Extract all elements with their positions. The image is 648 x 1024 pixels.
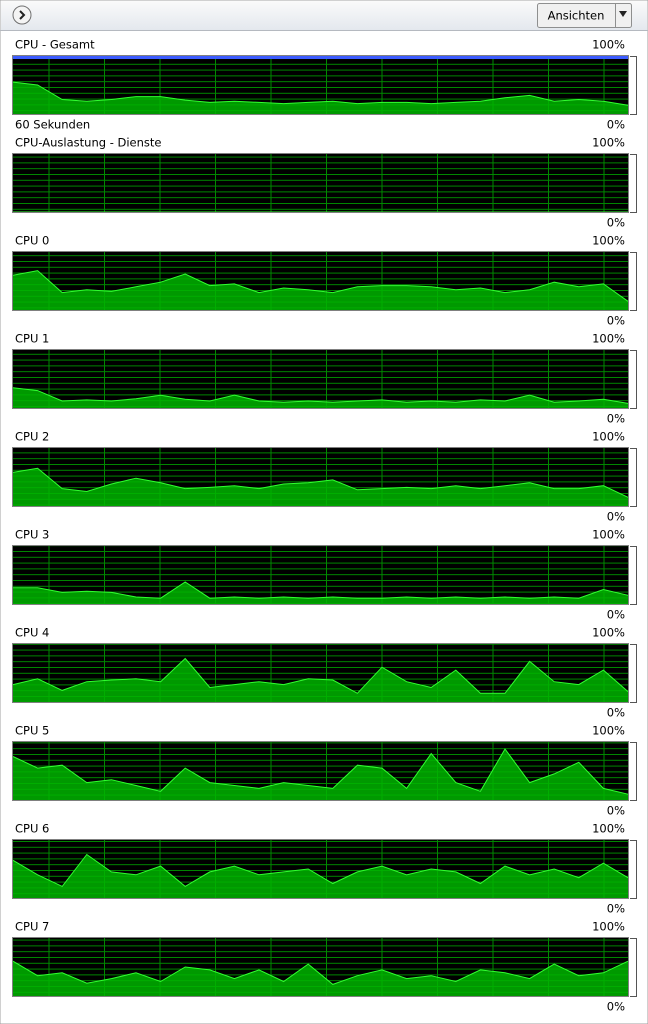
y-tick-label: 100%	[592, 38, 625, 52]
scale-bracket	[630, 546, 637, 605]
graph-title: CPU 0	[15, 234, 49, 248]
cpu-line	[13, 581, 629, 599]
y-tick-label: 0%	[607, 902, 625, 916]
y-tick-label: 0%	[607, 804, 625, 818]
graph-border	[12, 251, 629, 311]
graph-title: CPU 1	[15, 332, 49, 346]
cpu-line	[12, 270, 629, 302]
y-tick-label: 100%	[592, 528, 625, 542]
y-tick-label: 0%	[607, 216, 625, 230]
cpu-line	[12, 960, 629, 985]
scale-bracket	[630, 742, 637, 801]
graph-border	[12, 545, 629, 605]
y-tick-label: 0%	[607, 118, 625, 132]
scale-bracket	[630, 56, 637, 115]
graph-border	[12, 447, 629, 507]
graph-list: CPU - Gesamt 0% 100% 60 Sekunden CPU-Auslast…	[12, 38, 637, 1014]
y-tick-label: 0%	[607, 510, 625, 524]
cpu-line	[12, 853, 629, 888]
cpu-area	[13, 582, 628, 604]
graph-grid	[13, 154, 628, 212]
graph-title: CPU - Gesamt	[15, 38, 95, 52]
cpu-line	[12, 467, 629, 498]
graph-title: CPU 5	[15, 724, 49, 738]
collapse-button[interactable]	[12, 5, 32, 25]
graph-title: CPU 3	[15, 528, 49, 542]
cpu-line	[12, 748, 629, 795]
graph-border	[12, 55, 629, 115]
graph-border	[12, 153, 629, 213]
graph-border	[12, 741, 629, 801]
cpu-area	[13, 82, 628, 114]
y-tick-label: 0%	[607, 1000, 625, 1014]
cpu-area	[13, 387, 628, 408]
graph-border	[12, 349, 629, 409]
scale-bracket	[630, 154, 637, 213]
scale-bracket	[630, 938, 637, 997]
y-tick-label: 0%	[607, 412, 625, 426]
y-tick-label: 100%	[592, 920, 625, 934]
scale-bracket	[630, 252, 637, 311]
graph-border	[12, 839, 629, 899]
graph-border	[12, 643, 629, 703]
graph-title: CPU 7	[15, 920, 49, 934]
y-tick-label: 0%	[607, 314, 625, 328]
time-label: 60 Sekunden	[15, 118, 90, 132]
cpu-area	[13, 658, 628, 702]
y-tick-label: 0%	[607, 706, 625, 720]
graph-title: CPU 2	[15, 430, 49, 444]
y-tick-label: 100%	[592, 136, 625, 150]
graph-title: CPU 6	[15, 822, 49, 836]
y-tick-label: 0%	[607, 608, 625, 622]
cpu-line	[12, 81, 629, 106]
y-tick-label: 100%	[592, 822, 625, 836]
cpu-area	[13, 468, 628, 506]
scale-bracket	[630, 448, 637, 507]
cpu-line	[12, 657, 629, 694]
cpu-area	[13, 749, 628, 800]
scale-bracket	[630, 350, 637, 409]
graph-border	[12, 937, 629, 997]
y-tick-label: 100%	[592, 332, 625, 346]
cpu-area	[13, 961, 628, 996]
scale-bracket	[630, 644, 637, 703]
graph-title: CPU 4	[15, 626, 49, 640]
scale-bracket	[630, 840, 637, 899]
views-button-label[interactable]: Ansichten	[548, 9, 605, 23]
views-button[interactable]: Ansichten	[537, 3, 632, 28]
y-tick-label: 100%	[592, 626, 625, 640]
y-tick-label: 100%	[592, 234, 625, 248]
y-tick-label: 100%	[592, 724, 625, 738]
y-tick-label: 100%	[592, 430, 625, 444]
graph-title: CPU-Auslastung - Dienste	[15, 136, 162, 150]
cpu-line	[12, 387, 629, 404]
